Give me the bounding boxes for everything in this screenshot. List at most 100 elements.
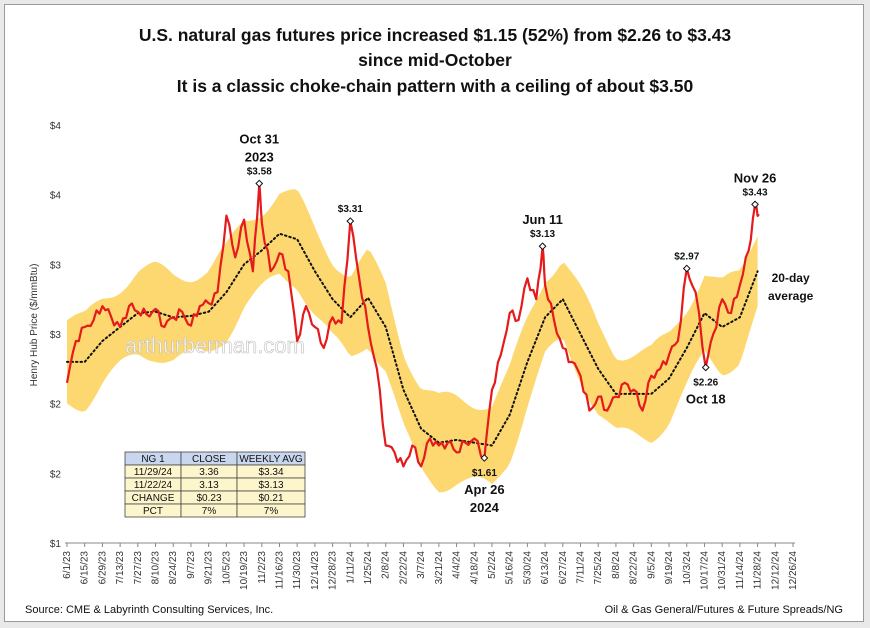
- peak-marker: [480, 454, 489, 462]
- y-axis-label: Henry Hub Price ($/mmBtu): [29, 264, 40, 387]
- x-tick-label: 1/11/24: [345, 551, 356, 584]
- chart-title-line-2: since mid-October: [358, 50, 512, 70]
- table-value: $3.13: [258, 480, 283, 491]
- x-tick-label: 3/7/24: [416, 551, 427, 579]
- table-value: PCT: [143, 506, 163, 517]
- x-tick-label: 2/8/24: [381, 551, 392, 579]
- x-tick-label: 9/5/24: [646, 551, 657, 579]
- chart-title-line-1: U.S. natural gas futures price increased…: [139, 25, 732, 45]
- x-tick-label: 11/30/23: [292, 551, 303, 590]
- x-tick-label: 6/27/24: [558, 551, 569, 585]
- table-value: 11/29/24: [134, 467, 173, 478]
- x-tick-label: 1/25/24: [363, 551, 374, 585]
- y-axis-ticks: $1 $2 $2 $3 $3 $4 $4: [50, 121, 62, 550]
- x-tick-label: 4/18/24: [469, 551, 480, 585]
- price-line: [65, 182, 760, 468]
- y-tick-label: $1: [50, 539, 62, 550]
- peak-marker: [751, 200, 759, 209]
- x-tick-label: 4/4/24: [452, 551, 463, 579]
- price-chart: U.S. natural gas futures price increased…: [25, 25, 843, 616]
- annotation-nov26-price: $3.43: [743, 187, 768, 198]
- peak-marker: [255, 179, 264, 188]
- annotation-oct18-price: $2.26: [693, 377, 718, 388]
- x-tick-label: 10/5/23: [221, 551, 232, 585]
- annotation-oct31-price: $3.58: [247, 167, 272, 178]
- watermark: arthurberman.com: [125, 333, 305, 358]
- peak-marker: [538, 242, 547, 251]
- chart-frame: U.S. natural gas futures price increased…: [4, 4, 864, 622]
- x-tick-label: 8/10/23: [151, 551, 162, 585]
- x-tick-label: 3/21/24: [434, 551, 445, 585]
- footer-source: Source: CME & Labyrinth Consulting Servi…: [25, 604, 273, 616]
- x-tick-label: 12/12/24: [770, 551, 781, 590]
- x-axis-ticks: 6/1/23 6/15/23 6/29/23 7/13/23 7/27/23 8/10/2…: [62, 543, 799, 590]
- ng1-summary-table: NG 1 CLOSE WEEKLY AVG 11/29/24 3.36 $3.34 11/2…: [124, 451, 306, 518]
- peak-marker: [701, 363, 710, 372]
- annotation-oct31-label: Oct 31: [239, 132, 279, 147]
- x-tick-label: 6/1/23: [62, 551, 73, 579]
- x-tick-label: 11/28/24: [753, 551, 764, 590]
- peak-marker: [682, 264, 691, 273]
- x-tick-label: 6/13/24: [540, 551, 551, 585]
- x-tick-label: 11/14/24: [735, 551, 746, 590]
- annotation-oct3-price: $2.97: [674, 252, 699, 263]
- annotation-jun11-label: Jun 11: [522, 212, 562, 227]
- x-tick-label: 7/11/24: [576, 551, 587, 584]
- annotation-nov26-label: Nov 26: [734, 170, 777, 185]
- table-header: CLOSE: [192, 454, 226, 465]
- y-tick-label: $3: [50, 260, 62, 271]
- y-tick-label: $3: [50, 330, 62, 341]
- average-series: [66, 232, 759, 447]
- annotation-avg-label-1: 20-day: [772, 271, 810, 285]
- x-tick-label: 11/16/23: [274, 551, 285, 590]
- annotation-apr26-year: 2024: [470, 500, 500, 515]
- x-tick-label: 7/25/24: [593, 551, 604, 585]
- annotation-oct18-label: Oct 18: [686, 391, 726, 406]
- table-header: NG 1: [141, 454, 165, 465]
- x-tick-label: 6/15/23: [80, 551, 91, 585]
- peak-marker: [346, 217, 355, 226]
- table-value: $0.21: [258, 493, 283, 504]
- x-tick-label: 8/24/23: [168, 551, 179, 585]
- x-tick-label: 5/30/24: [522, 551, 533, 585]
- y-tick-label: $2: [50, 469, 62, 480]
- x-tick-label: 9/7/23: [186, 551, 197, 579]
- range-band: [67, 189, 758, 493]
- x-tick-label: 9/19/24: [664, 551, 675, 585]
- x-tick-label: 12/26/24: [788, 551, 799, 590]
- annotation-avg-label-2: average: [768, 289, 814, 303]
- footer-category: Oil & Gas General/Futures & Future Sprea…: [605, 604, 843, 616]
- annotation-jan11-price: $3.31: [338, 204, 363, 215]
- table-value: 3.13: [199, 480, 219, 491]
- x-tick-label: 12/14/23: [310, 551, 321, 590]
- x-tick-label: 5/16/24: [505, 551, 516, 585]
- table-header: WEEKLY AVG: [239, 454, 303, 465]
- annotation-oct31-year: 2023: [245, 150, 274, 165]
- y-tick-label: $2: [50, 400, 62, 411]
- annotation-apr26-label: Apr 26: [464, 482, 504, 497]
- table-value: 7%: [202, 506, 217, 517]
- x-tick-label: 6/29/23: [97, 551, 108, 585]
- peak-markers: [255, 179, 759, 462]
- chart-title-line-3: It is a classic choke-chain pattern with…: [177, 76, 694, 96]
- annotation-jun11-price: $3.13: [530, 229, 555, 240]
- x-tick-label: 11/2/23: [257, 551, 268, 584]
- table-cell: [236, 503, 306, 518]
- x-tick-label: 5/2/24: [487, 551, 498, 579]
- x-tick-label: 8/8/24: [611, 551, 622, 579]
- x-tick-label: 9/21/23: [204, 551, 215, 585]
- x-tick-label: 7/27/23: [133, 551, 144, 585]
- x-tick-label: 7/13/23: [115, 551, 126, 585]
- average-line: [66, 232, 759, 447]
- bollinger-band: [67, 189, 758, 493]
- x-tick-label: 2/22/24: [398, 551, 409, 585]
- x-tick-label: 8/22/24: [629, 551, 640, 585]
- table-value: 3.36: [199, 467, 219, 478]
- y-tick-label: $4: [50, 121, 62, 132]
- x-tick-label: 10/19/23: [239, 551, 250, 590]
- price-series: [65, 182, 760, 468]
- table-value: CHANGE: [132, 493, 175, 504]
- annotations: Oct 31 2023 $3.58 $3.31 Jun 11 $3.13 $1.61 Apr …: [239, 132, 813, 515]
- x-tick-label: 12/28/23: [328, 551, 339, 590]
- y-tick-label: $4: [50, 191, 62, 202]
